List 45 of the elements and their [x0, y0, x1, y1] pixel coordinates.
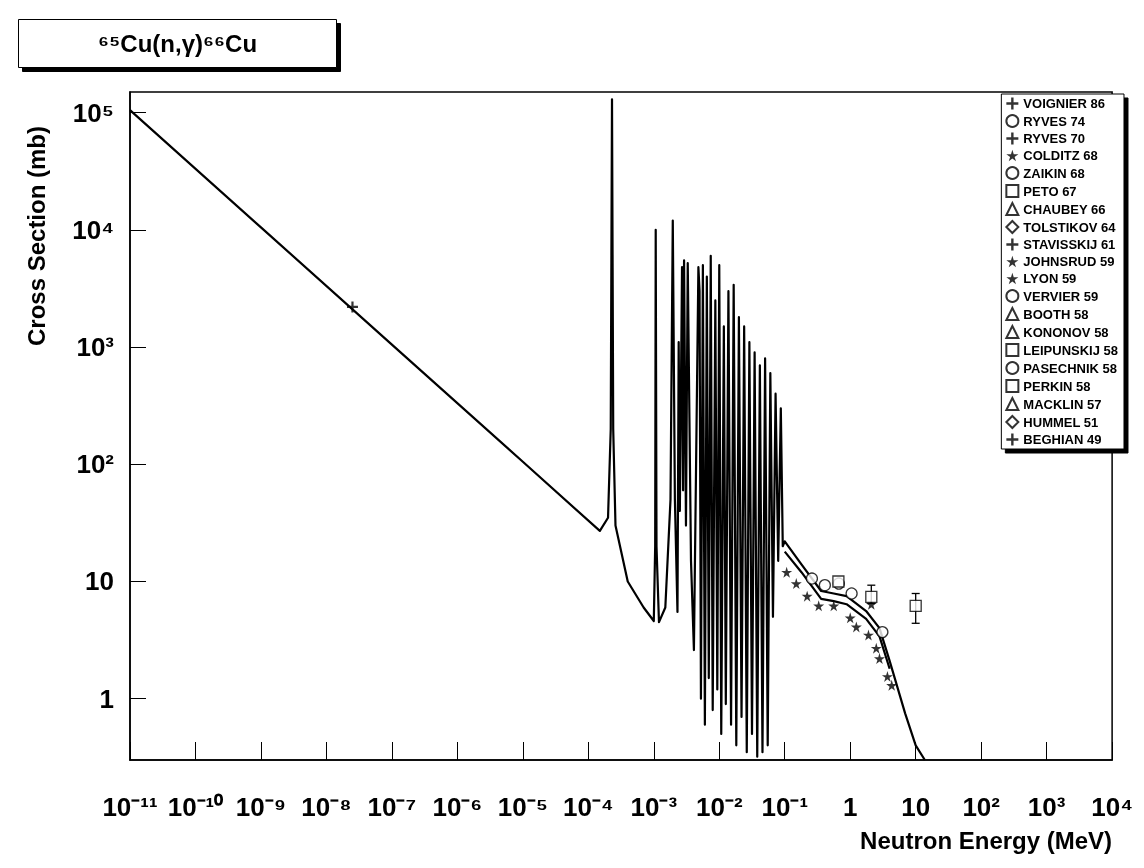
x-tick-label: 10⁻⁶: [432, 791, 483, 822]
legend-label: TOLSTIKOV 64: [1023, 219, 1117, 235]
y-tick-label: 1: [99, 683, 114, 714]
y-tick-label: 10³: [76, 332, 115, 363]
x-axis-title: Neutron Energy (MeV): [860, 826, 1113, 854]
x-tick-label: 10⁻⁹: [235, 791, 287, 822]
x-tick-label: 10⁴: [1091, 791, 1133, 822]
x-tick-label: 10⁻³: [630, 791, 678, 822]
legend-label: VOIGNIER 86: [1023, 96, 1105, 111]
x-tick-label: 10: [901, 791, 931, 822]
x-tick-label: 10⁻¹: [761, 791, 809, 822]
legend-label: HUMMEL 51: [1023, 414, 1099, 430]
y-tick-label: 10: [85, 566, 114, 597]
legend-label: LEIPUNSKIJ 58: [1023, 342, 1119, 358]
x-tick-label: 10⁻⁵: [497, 791, 548, 822]
legend-label: BEGHIAN 49: [1023, 432, 1102, 447]
x-tick-label: 10²: [962, 791, 1001, 822]
legend-label: PASECHNIK 58: [1023, 360, 1118, 376]
x-tick-label: 10⁻⁷: [367, 791, 417, 822]
legend-label: ZAIKIN 68: [1023, 165, 1085, 181]
y-tick-label: 10⁴: [72, 214, 114, 245]
x-tick-label: 10⁻¹⁰: [167, 791, 225, 822]
chart-title: ⁶⁵Cu(n,γ)⁶⁶Cu: [98, 30, 258, 58]
x-tick-label: 10⁻⁴: [562, 791, 614, 822]
legend-label: RYVES 74: [1023, 113, 1086, 129]
legend-label: VERVIER 59: [1023, 288, 1099, 304]
y-axis-title: Cross Section (mb): [22, 125, 50, 347]
x-tick-label: 1: [842, 791, 858, 822]
legend-label: KONONOV 58: [1023, 324, 1109, 340]
x-tick-label: 10⁻²: [695, 791, 743, 822]
legend-label: PETO 67: [1023, 183, 1077, 199]
y-tick-label: 10²: [76, 449, 115, 480]
x-tick-label: 10⁻⁸: [301, 791, 352, 822]
legend-label: COLDITZ 68: [1023, 148, 1098, 163]
y-tick-label: 10⁵: [72, 97, 114, 128]
legend-label: STAVISSKIJ 61: [1023, 237, 1116, 252]
legend-label: PERKIN 58: [1023, 378, 1091, 394]
x-tick-label: 10⁻¹¹: [102, 791, 158, 822]
legend-label: BOOTH 58: [1023, 306, 1089, 322]
legend-label: MACKLIN 57: [1023, 396, 1102, 412]
legend-label: JOHNSRUD 59: [1023, 254, 1115, 269]
x-tick-label: 10³: [1027, 791, 1066, 822]
legend-label: RYVES 70: [1023, 131, 1086, 146]
legend-label: CHAUBEY 66: [1023, 201, 1106, 217]
legend-label: LYON 59: [1023, 271, 1077, 286]
